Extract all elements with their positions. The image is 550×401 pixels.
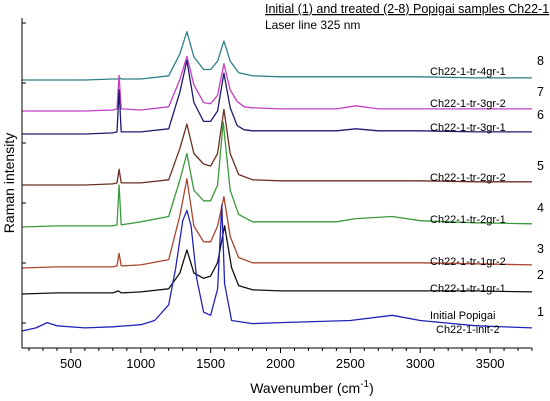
series-number-6: 6 xyxy=(537,108,544,122)
series-label-4: Ch22-1-tr-2gr-1 xyxy=(430,214,506,226)
series-label-1-line2: Ch22-1-init-2 xyxy=(436,324,500,336)
y-axis xyxy=(21,18,26,348)
x-axis: 500 1000 1500 2000 2500 3000 3500 xyxy=(22,347,533,371)
series-label-6: Ch22-1-tr-3gr-1 xyxy=(430,122,506,134)
series-number-7: 7 xyxy=(537,85,544,99)
series-label-8: Ch22-1-tr-4gr-1 xyxy=(430,66,506,78)
series-number-2: 2 xyxy=(537,268,544,282)
spectrum-line-7 xyxy=(22,55,532,112)
series-label-1: Initial Popigai xyxy=(430,310,495,322)
chart-subtitle: Laser line 325 nm xyxy=(265,18,360,32)
spectrum-line-6 xyxy=(22,59,532,135)
spectrum-line-5 xyxy=(22,108,532,186)
series-label-2: Ch22-1-tr-1gr-1 xyxy=(430,283,506,295)
series-number-1: 1 xyxy=(537,305,544,319)
series-label-3: Ch22-1-tr-1gr-2 xyxy=(430,256,506,268)
x-tick-label: 1500 xyxy=(196,356,225,371)
x-axis-label: Wavenumber (cm-1) xyxy=(250,379,374,396)
x-tick-label: 2000 xyxy=(266,356,295,371)
series-number-4: 4 xyxy=(537,201,544,215)
x-tick-label: 3500 xyxy=(476,356,505,371)
series-labels: Ch22-1-tr-4gr-1 8 Ch22-1-tr-3gr-2 7 Ch22-1-t… xyxy=(430,54,544,336)
spectrum-line-4 xyxy=(21,121,533,228)
x-tick-label: 1000 xyxy=(126,356,155,371)
series-label-5: Ch22-1-tr-2gr-2 xyxy=(430,172,506,184)
x-tick-label: 2500 xyxy=(336,356,365,371)
series-label-7: Ch22-1-tr-3gr-2 xyxy=(430,98,506,110)
series-number-8: 8 xyxy=(537,54,544,68)
series-number-3: 3 xyxy=(537,242,544,256)
y-axis-label: Raman intensity xyxy=(1,133,17,233)
spectra-traces xyxy=(21,31,533,332)
x-tick-label: 3000 xyxy=(406,356,435,371)
spectrum-line-2 xyxy=(21,225,533,295)
series-number-5: 5 xyxy=(537,159,544,173)
spectrum-line-1 xyxy=(21,204,533,332)
x-tick-label: 500 xyxy=(60,356,82,371)
chart-title: Initial (1) and treated (2-8) Popigai sa… xyxy=(265,2,549,16)
spectrum-line-3 xyxy=(21,178,533,269)
